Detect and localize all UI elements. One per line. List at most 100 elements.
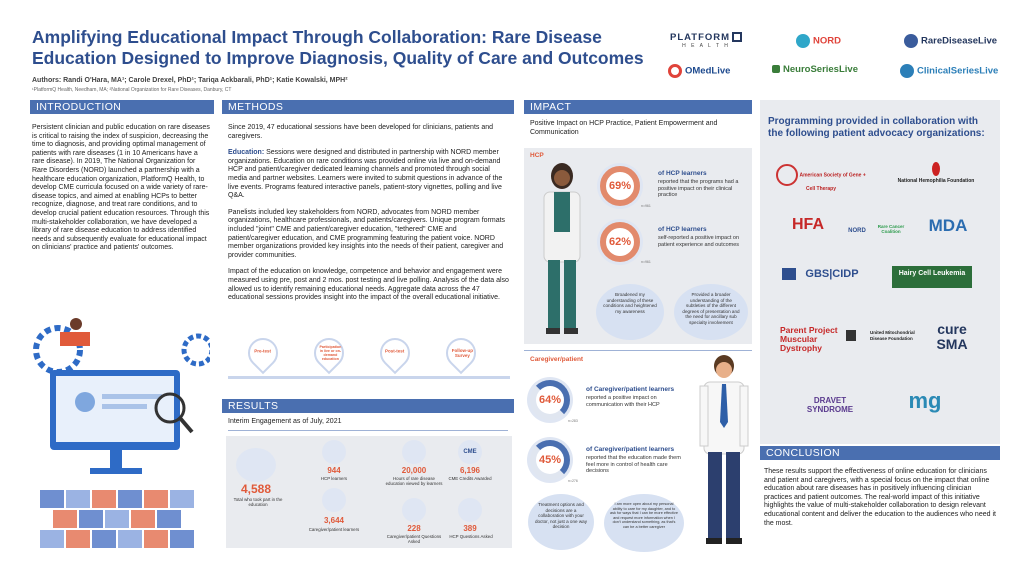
total-num: 4,588: [240, 482, 272, 496]
stat1-n: n=961: [641, 204, 651, 208]
methods-body: Since 2019, 47 educational sessions have…: [228, 124, 510, 303]
intro-heading: INTRODUCTION: [30, 100, 214, 114]
orgs-heading: Programming provided in collaboration wi…: [768, 116, 985, 139]
quote-bubble-3: Treatment options and decisions are a co…: [528, 494, 594, 550]
stat1-txt: reported that the programs had a positiv…: [658, 179, 739, 199]
rcc-logo: Rare Cancer Coalition: [877, 224, 905, 234]
results-subheading: Interim Engagement as of July, 2021: [228, 418, 342, 425]
nord-org-logo: NORD: [848, 228, 866, 234]
question-icon-hcp: [458, 498, 482, 522]
neuro-icon: [772, 65, 780, 74]
quote-bubble-2: Provided a broader understanding of the …: [674, 284, 748, 340]
platformq-logo: PLATFORM H E A L T H: [670, 32, 743, 49]
stat2-txt: self-reported a positive impact on patie…: [658, 235, 740, 248]
methods-p3: Panelists included key stakeholders from…: [228, 208, 506, 259]
results-divider: [228, 430, 508, 431]
total-lbl: Total who took part in the education: [233, 497, 283, 507]
hours-lbl: Hours of rare disease education viewed b…: [385, 476, 443, 486]
methods-p2: Sessions were designed and distributed i…: [228, 149, 503, 200]
rarediseaselive-logo: RareDiseaseLive: [904, 34, 997, 48]
hcp-icon: [322, 440, 346, 464]
stat2-head: of HCP learners: [658, 226, 707, 233]
quote-bubble-4: I am more open about my personal ability…: [604, 494, 684, 552]
stat1-head: of HCP learners: [658, 170, 707, 177]
curesma-logo: cure SMA: [936, 321, 968, 352]
intro-text: Persistent clinician and public educatio…: [32, 124, 212, 253]
results-heading: RESULTS: [222, 399, 514, 413]
methods-p2-wrap: Education: Sessions were designed and di…: [228, 149, 510, 201]
nord-logo: NORD: [796, 34, 841, 48]
stat4-txt: reported that the education made them fe…: [586, 455, 681, 475]
caregiver-label: Caregiver/patient: [530, 356, 584, 363]
q1-num: 228: [407, 524, 421, 533]
omedlive-logo: OMedLive: [668, 64, 730, 78]
mda-logo: MDA: [928, 216, 968, 235]
intro-illustration: [30, 310, 215, 560]
pc-num: 3,644: [323, 516, 345, 525]
clinical-icon: [900, 64, 914, 78]
hcp-num: 944: [327, 466, 341, 475]
methods-timeline: Pre-test Participation in live or on-dem…: [228, 330, 510, 390]
stat3-head: of Caregiver/patient learners: [586, 386, 675, 393]
stat3-circle: 64%: [530, 380, 570, 420]
hfa-logo: HFA: [792, 216, 824, 233]
umdf-logo: United Mitochondrial Disease Foundation: [846, 330, 916, 341]
clock-icon: [402, 440, 426, 464]
logo-strip: PLATFORM H E A L T H NORD RareDiseaseLiv…: [664, 28, 1004, 88]
impact-divider: [524, 350, 752, 351]
timeline-step-1: Pre-test: [241, 331, 285, 375]
stat2-circle: 62%: [600, 222, 640, 262]
methods-p4: Impact of the education on knowledge, co…: [228, 268, 509, 302]
q2-num: 389: [463, 524, 477, 533]
methods-p1: Since 2019, 47 educational sessions have…: [228, 124, 494, 140]
gbs-cidp-logo: GBS|CIDP: [782, 268, 866, 280]
caregiver-figure: [699, 355, 749, 544]
impact-subheading: Positive Impact on HCP Practice, Patient…: [530, 120, 718, 136]
stat1-circle: 69%: [600, 166, 640, 206]
conclusion-heading: CONCLUSION: [760, 446, 1000, 460]
methods-education-label: Education:: [228, 149, 265, 157]
caregiver-icon: [322, 488, 346, 512]
question-icon-caregiver: [402, 498, 426, 522]
stat3-txt: reported a positive impact on communicat…: [586, 395, 660, 408]
asgct-icon: [776, 164, 799, 186]
collaboration-illustration: [33, 318, 215, 548]
timeline-step-4: Follow-up Survey: [439, 331, 483, 375]
stat4-circle: 45%: [530, 440, 570, 480]
cme-icon: CME: [458, 440, 482, 464]
impact-heading: IMPACT: [524, 100, 752, 114]
hours-num: 20,000: [401, 466, 427, 475]
people-group-icon: [236, 448, 276, 482]
mg-logo: mg: [908, 388, 942, 413]
q1-lbl: Caregiver/patient Questions Asked: [386, 534, 442, 544]
quote-bubble-1: Broadened my understanding of these cond…: [596, 284, 664, 340]
omed-icon: [668, 64, 682, 78]
pc-lbl: Caregiver/patient learners: [308, 527, 360, 532]
neuroserieslive-logo: NeuroSeriesLive: [772, 64, 858, 75]
hcl-logo: Hairy Cell Leukemia: [892, 266, 972, 288]
rdl-icon: [904, 34, 918, 48]
dravet-logo: DRAVET SYNDROME: [806, 396, 854, 414]
drop-icon: [932, 162, 940, 176]
nord-snowflake-icon: [796, 34, 810, 48]
conclusion-text: These results support the effectiveness …: [764, 468, 996, 529]
stat2-n: n=961: [641, 260, 651, 264]
asgct-logo: American Society of Gene + Cell Therapy: [776, 164, 866, 192]
stat4-n: n=276: [568, 479, 578, 483]
stat4-head: of Caregiver/patient learners: [586, 446, 675, 453]
timeline-step-3: Post-test: [373, 331, 417, 375]
hcp-lbl: HCP learners: [320, 476, 348, 481]
cme-num: 6,196: [459, 466, 481, 475]
hcp-label: HCP: [530, 152, 544, 159]
nhf-logo: National Hemophilia Foundation: [884, 162, 988, 184]
cme-lbl: CME Credits Awarded: [448, 476, 492, 481]
clinicalserieslive-logo: ClinicalSeriesLive: [900, 64, 998, 78]
doctor-figure: [543, 163, 581, 334]
affiliations: ¹PlatformQ Health, Needham, MA; ²Nationa…: [32, 87, 232, 93]
ppmd-logo: Parent Project Muscular Dystrophy: [780, 325, 838, 353]
timeline-step-2: Participation in live or on-demand educa…: [307, 331, 351, 375]
methods-heading: METHODS: [222, 100, 514, 114]
timeline-line: [228, 376, 510, 379]
poster-title: Amplifying Educational Impact Through Co…: [32, 27, 644, 68]
authors: Authors: Randi O'Hara, MA¹; Carole Drexe…: [32, 77, 348, 84]
